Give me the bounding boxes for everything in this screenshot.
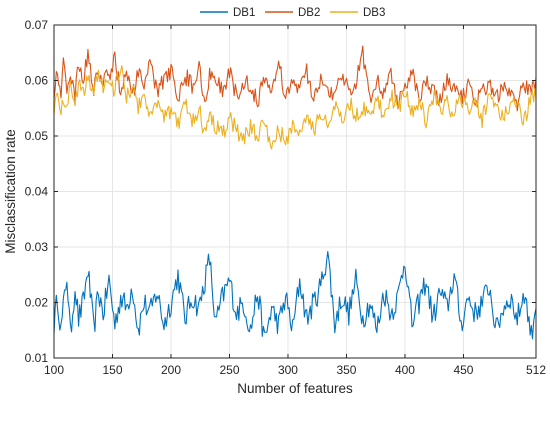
y-tick-label: 0.03 xyxy=(25,240,49,254)
series-line-db1 xyxy=(53,251,537,340)
x-tick-label: 512 xyxy=(526,363,546,377)
series-line-db2 xyxy=(53,45,537,112)
x-tick-label: 400 xyxy=(395,363,415,377)
legend-item-db2: DB2 xyxy=(265,7,320,19)
x-tick-label: 450 xyxy=(453,363,473,377)
legend-label: DB3 xyxy=(363,7,385,19)
axes xyxy=(53,24,537,359)
tick-labels: 100 150 200 250 300 350 400 450 512 0.01 0.02 0.03 0… xyxy=(25,18,547,377)
y-tick-label: 0.06 xyxy=(25,74,49,88)
legend-item-db3: DB3 xyxy=(330,7,385,19)
legend-label: DB1 xyxy=(233,7,255,19)
x-tick-label: 250 xyxy=(219,363,239,377)
y-tick-label: 0.07 xyxy=(25,18,49,32)
x-tick-label: 350 xyxy=(336,363,356,377)
y-tick-label: 0.05 xyxy=(25,129,49,143)
y-axis-title: Misclassification rate xyxy=(3,129,18,254)
x-tick-label: 100 xyxy=(44,363,64,377)
series-group xyxy=(53,45,537,340)
x-axis-title: Number of features xyxy=(237,381,353,396)
x-tick-label: 200 xyxy=(161,363,181,377)
x-tick-label: 150 xyxy=(102,363,122,377)
legend-label: DB2 xyxy=(298,7,320,19)
y-tick-label: 0.01 xyxy=(25,351,49,365)
legend: DB1 DB2 DB3 xyxy=(200,7,385,19)
y-tick-label: 0.04 xyxy=(25,185,49,199)
y-tick-label: 0.02 xyxy=(25,296,49,310)
legend-item-db1: DB1 xyxy=(200,7,255,19)
x-tick-label: 300 xyxy=(278,363,298,377)
series-line-db3 xyxy=(53,65,537,150)
